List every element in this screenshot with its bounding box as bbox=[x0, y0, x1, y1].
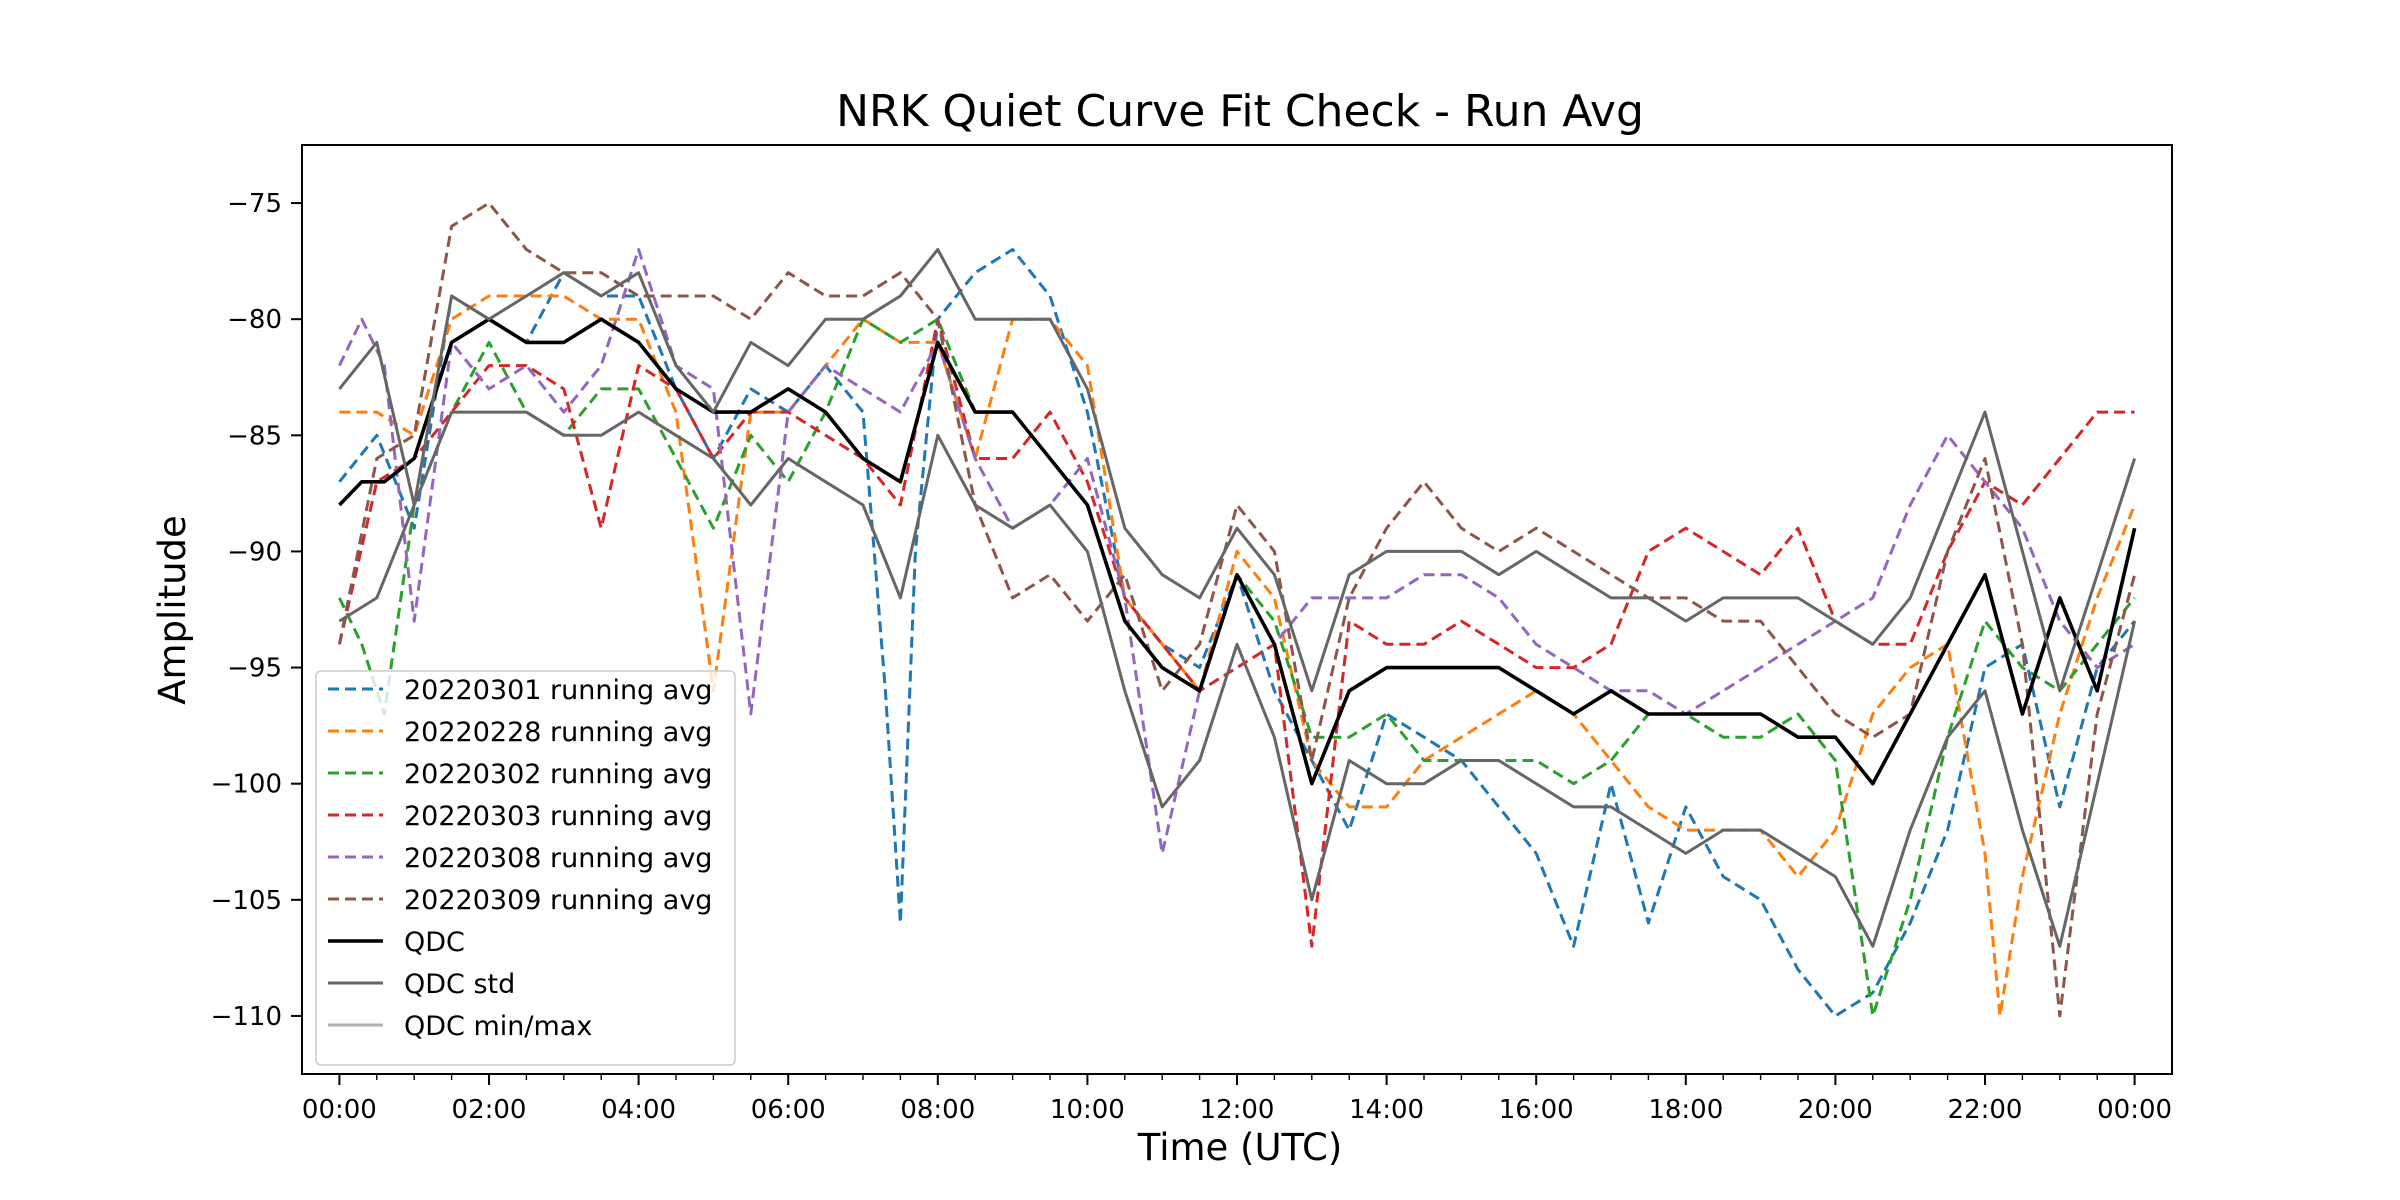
x-tick-label: 14:00 bbox=[1349, 1095, 1424, 1125]
legend-label: 20220308 running avg bbox=[404, 843, 712, 874]
legend-label: QDC std bbox=[404, 969, 515, 1000]
legend-label: QDC min/max bbox=[404, 1011, 592, 1042]
x-tick-label: 00:00 bbox=[2097, 1095, 2172, 1125]
x-tick-label: 00:00 bbox=[302, 1095, 377, 1125]
x-tick-label: 02:00 bbox=[452, 1095, 527, 1125]
x-tick-label: 08:00 bbox=[900, 1095, 975, 1125]
series-line-0 bbox=[338, 248, 2136, 1018]
y-tick-label: −85 bbox=[227, 421, 282, 451]
x-tick-label: 12:00 bbox=[1200, 1095, 1275, 1125]
series-line-8 bbox=[338, 410, 2137, 948]
x-axis: 00:00 02:00 04:00 06:00 08:00 10:00 12:00 14:00… bbox=[302, 1074, 2172, 1125]
series-line-6 bbox=[338, 317, 2137, 786]
legend-label: 20220301 running avg bbox=[404, 675, 712, 706]
y-tick-label: −90 bbox=[227, 537, 282, 567]
y-tick-label: −105 bbox=[211, 886, 282, 916]
y-axis: −75 −80 −85 −90 −95 −100 −105 −110 bbox=[211, 189, 302, 1032]
legend-label: QDC bbox=[404, 927, 465, 958]
x-tick-label: 18:00 bbox=[1648, 1095, 1723, 1125]
series-line-7 bbox=[338, 248, 2137, 693]
y-tick-label: −95 bbox=[227, 654, 282, 684]
x-tick-label: 22:00 bbox=[1948, 1095, 2023, 1125]
x-axis-label: Time (UTC) bbox=[1137, 1126, 1343, 1169]
y-axis-label: Amplitude bbox=[151, 515, 194, 705]
legend-label: 20220303 running avg bbox=[404, 801, 712, 832]
x-tick-label: 20:00 bbox=[1798, 1095, 1873, 1125]
x-tick-label: 04:00 bbox=[601, 1095, 676, 1125]
legend-box bbox=[315, 670, 736, 1066]
x-tick-label: 10:00 bbox=[1050, 1095, 1125, 1125]
legend: 20220301 running avg 20220228 running avg… bbox=[315, 670, 736, 1066]
legend-label: 20220309 running avg bbox=[404, 885, 712, 916]
x-tick-label: 16:00 bbox=[1499, 1095, 1574, 1125]
y-tick-label: −100 bbox=[211, 770, 282, 800]
y-tick-label: −80 bbox=[227, 305, 282, 335]
y-tick-label: −75 bbox=[227, 189, 282, 219]
legend-label: 20220302 running avg bbox=[404, 759, 712, 790]
series-line-5 bbox=[337, 201, 2137, 1018]
chart-title: NRK Quiet Curve Fit Check - Run Avg bbox=[836, 86, 1644, 137]
legend-label: 20220228 running avg bbox=[404, 717, 712, 748]
y-tick-label: −110 bbox=[211, 1002, 282, 1032]
series-layer bbox=[337, 201, 2137, 1018]
x-tick-label: 06:00 bbox=[751, 1095, 826, 1125]
